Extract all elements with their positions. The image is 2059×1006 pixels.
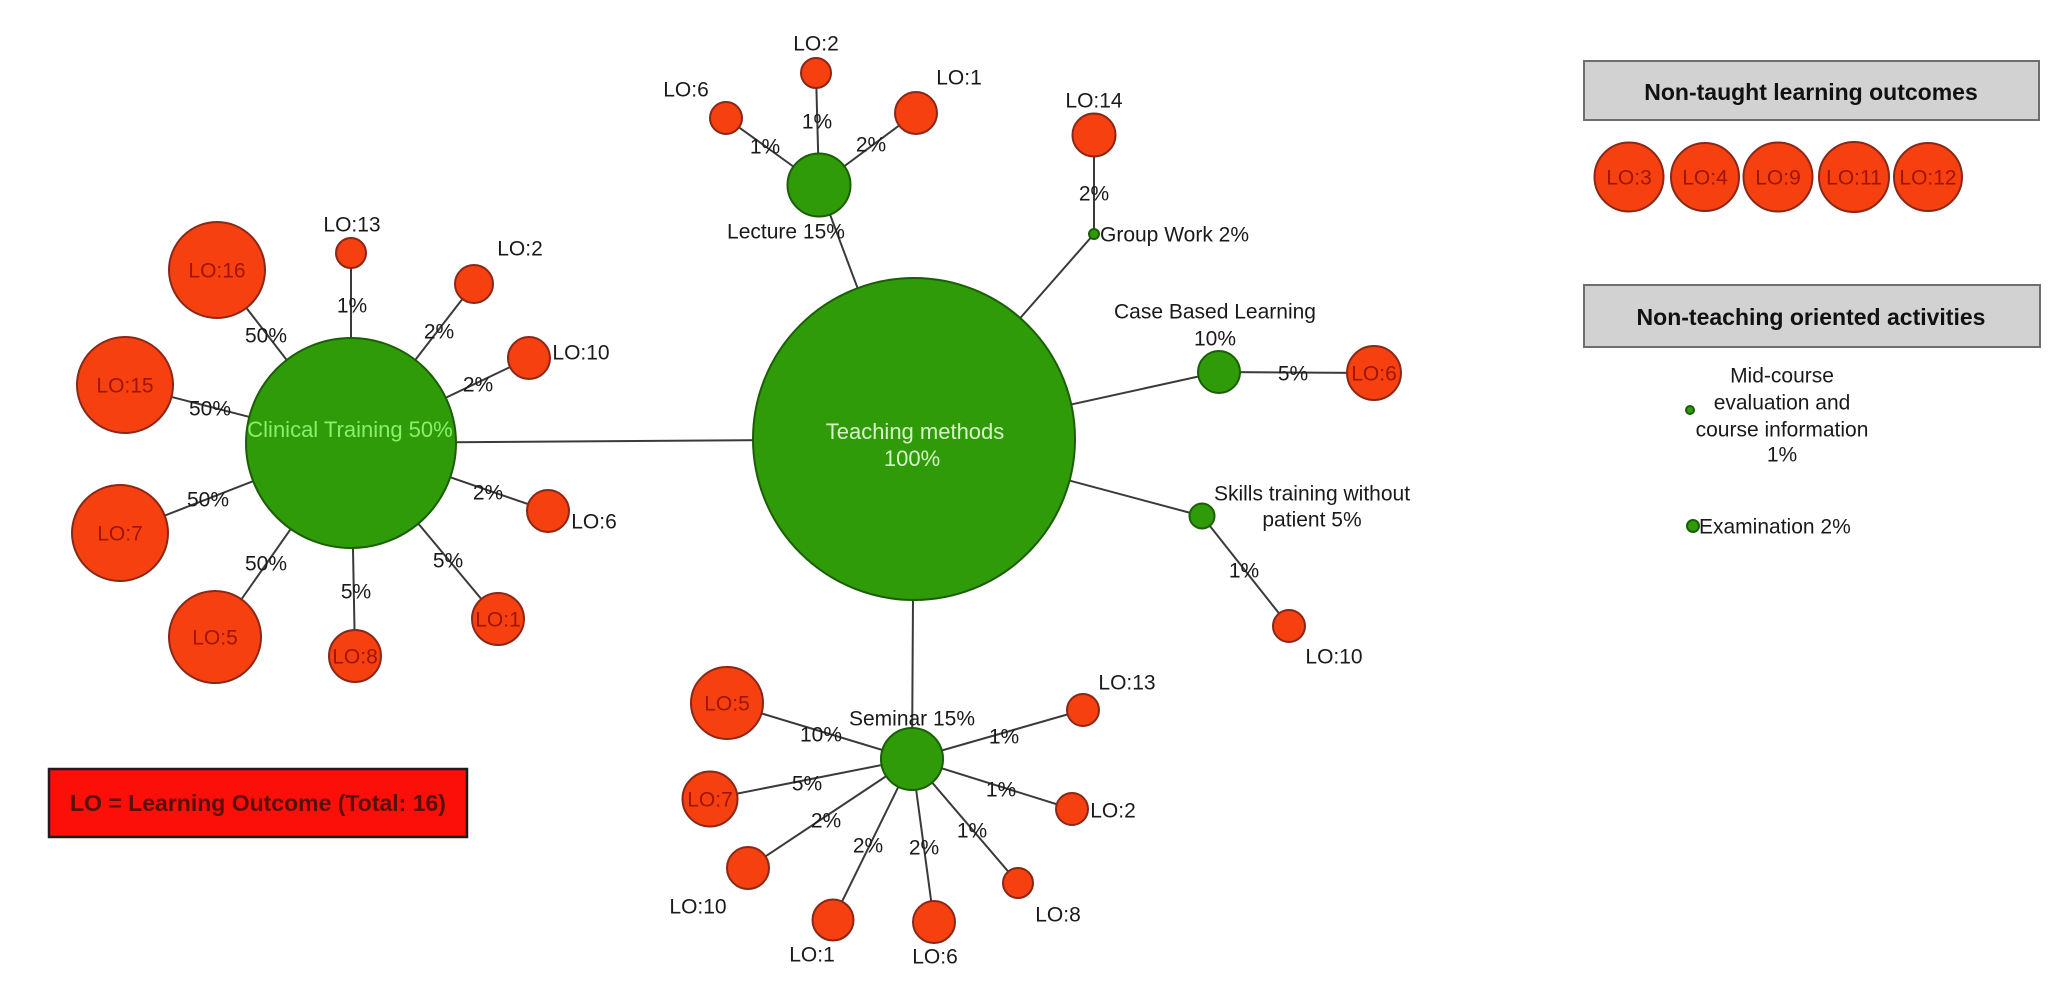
svg-text:LO:7: LO:7	[687, 789, 733, 812]
svg-text:LO:14: LO:14	[1065, 90, 1123, 113]
svg-text:Teaching methods: Teaching methods	[826, 419, 1005, 444]
svg-text:LO:5: LO:5	[704, 693, 750, 716]
svg-text:1%: 1%	[750, 136, 780, 159]
svg-text:10%: 10%	[800, 724, 842, 747]
svg-text:1%: 1%	[957, 820, 987, 843]
svg-text:LO:1: LO:1	[475, 609, 521, 632]
svg-text:Group Work 2%: Group Work 2%	[1100, 224, 1249, 247]
svg-text:LO:10: LO:10	[669, 896, 726, 919]
svg-text:LO = Learning Outcome (Total:: LO = Learning Outcome (Total: 16)	[70, 790, 446, 816]
svg-text:LO:1: LO:1	[789, 944, 835, 967]
svg-text:LO:11: LO:11	[1826, 167, 1882, 190]
svg-text:LO:12: LO:12	[1899, 167, 1956, 190]
svg-text:LO:6: LO:6	[912, 946, 958, 969]
svg-text:Non-taught learning outcomes: Non-taught learning outcomes	[1644, 79, 1978, 105]
svg-text:LO:8: LO:8	[332, 646, 378, 669]
svg-text:course information: course information	[1696, 419, 1869, 442]
svg-text:1%: 1%	[986, 779, 1016, 802]
svg-text:Mid-course: Mid-course	[1730, 365, 1834, 388]
svg-text:5%: 5%	[792, 773, 822, 796]
svg-text:10%: 10%	[1194, 328, 1236, 351]
svg-text:2%: 2%	[811, 810, 841, 833]
svg-text:Clinical Training 50%: Clinical Training 50%	[247, 417, 452, 442]
svg-text:LO:10: LO:10	[1305, 646, 1362, 669]
svg-text:LO:4: LO:4	[1682, 167, 1728, 190]
svg-text:LO:2: LO:2	[793, 33, 839, 56]
svg-text:5%: 5%	[433, 550, 463, 573]
svg-text:LO:9: LO:9	[1755, 167, 1801, 190]
svg-text:5%: 5%	[1278, 363, 1308, 386]
svg-text:1%: 1%	[802, 111, 832, 134]
svg-text:1%: 1%	[989, 726, 1019, 749]
svg-text:LO:6: LO:6	[571, 511, 617, 534]
svg-text:LO:7: LO:7	[97, 523, 143, 546]
svg-text:Case Based Learning: Case Based Learning	[1114, 301, 1316, 324]
svg-text:50%: 50%	[245, 553, 287, 576]
svg-text:LO:5: LO:5	[192, 627, 238, 650]
svg-text:LO:13: LO:13	[323, 214, 380, 237]
svg-text:50%: 50%	[187, 489, 229, 512]
svg-text:LO:13: LO:13	[1098, 672, 1155, 695]
svg-text:2%: 2%	[853, 835, 883, 858]
svg-text:patient 5%: patient 5%	[1262, 509, 1361, 532]
svg-text:100%: 100%	[884, 446, 940, 471]
svg-text:LO:8: LO:8	[1035, 904, 1081, 927]
svg-text:2%: 2%	[424, 321, 454, 344]
svg-text:LO:2: LO:2	[1090, 800, 1136, 823]
svg-text:2%: 2%	[473, 482, 503, 505]
svg-text:Lecture 15%: Lecture 15%	[727, 221, 845, 244]
svg-text:2%: 2%	[856, 134, 886, 157]
svg-text:50%: 50%	[245, 325, 287, 348]
svg-text:LO:10: LO:10	[552, 342, 609, 365]
svg-text:LO:6: LO:6	[663, 79, 709, 102]
svg-text:1%: 1%	[337, 295, 367, 318]
svg-text:Seminar 15%: Seminar 15%	[849, 708, 975, 731]
svg-text:5%: 5%	[341, 581, 371, 604]
svg-text:2%: 2%	[909, 837, 939, 860]
svg-text:Examination 2%: Examination 2%	[1699, 516, 1851, 539]
svg-text:LO:6: LO:6	[1351, 363, 1397, 386]
svg-text:LO:16: LO:16	[188, 260, 245, 283]
svg-text:LO:3: LO:3	[1606, 167, 1652, 190]
svg-text:2%: 2%	[463, 374, 493, 397]
svg-text:2%: 2%	[1079, 183, 1109, 206]
svg-text:1%: 1%	[1767, 444, 1797, 467]
svg-text:LO:1: LO:1	[936, 67, 982, 90]
svg-text:1%: 1%	[1229, 560, 1259, 583]
svg-text:Non-teaching oriented activiti: Non-teaching oriented activities	[1637, 304, 1986, 330]
svg-text:50%: 50%	[189, 398, 231, 421]
svg-text:Skills training without: Skills training without	[1214, 483, 1410, 506]
svg-text:evaluation and: evaluation and	[1714, 392, 1851, 415]
svg-text:LO:15: LO:15	[96, 375, 153, 398]
svg-text:LO:2: LO:2	[497, 238, 543, 261]
